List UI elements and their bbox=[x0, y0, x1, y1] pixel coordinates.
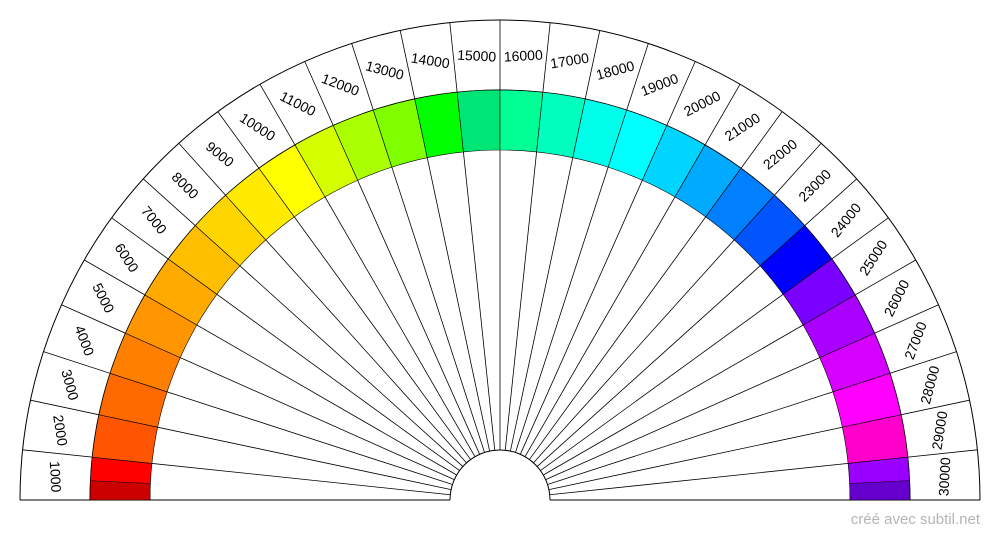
sector-divider bbox=[549, 449, 978, 496]
color-band-16000 bbox=[499, 89, 544, 153]
inner-strip-right bbox=[849, 480, 911, 501]
sector-label: 14000 bbox=[410, 50, 451, 72]
sector-label: 19000 bbox=[638, 70, 680, 99]
sector-label: 8000 bbox=[169, 169, 202, 202]
sector-label: 4000 bbox=[72, 323, 98, 358]
sector-label: 3000 bbox=[58, 368, 82, 402]
sector-label: 13000 bbox=[364, 57, 406, 83]
sector-label: 15000 bbox=[457, 47, 497, 65]
sector-divider bbox=[504, 22, 551, 451]
sector-label: 2000 bbox=[50, 414, 71, 447]
sector-label: 9000 bbox=[203, 138, 237, 170]
sector-label: 1000 bbox=[47, 461, 65, 493]
sector-label: 24000 bbox=[827, 200, 864, 240]
sector-label: 7000 bbox=[138, 203, 170, 237]
sector-label: 10000 bbox=[237, 109, 279, 144]
sector-label: 27000 bbox=[901, 319, 930, 361]
sector-label: 17000 bbox=[549, 49, 590, 71]
sector-label: 22000 bbox=[760, 136, 800, 173]
sector-label: 29000 bbox=[929, 410, 951, 451]
color-bands bbox=[89, 89, 911, 501]
hub-arc bbox=[449, 449, 551, 501]
inner-strip-left bbox=[89, 480, 151, 501]
sector-label: 11000 bbox=[277, 88, 318, 120]
sector-label: 30000 bbox=[935, 457, 953, 497]
sector-label: 5000 bbox=[89, 280, 117, 315]
sector-label: 21000 bbox=[722, 109, 764, 144]
sector-label: 18000 bbox=[594, 57, 636, 83]
sector-divider bbox=[22, 449, 451, 496]
sector-label: 28000 bbox=[917, 364, 943, 406]
sector-label: 20000 bbox=[681, 87, 723, 119]
footer-credit: créé avec subtil.net bbox=[850, 511, 980, 528]
sector-label: 16000 bbox=[503, 47, 543, 65]
sector-label: 26000 bbox=[881, 277, 913, 319]
sector-divider bbox=[449, 22, 496, 451]
sector-label: 23000 bbox=[795, 166, 834, 205]
sector-label: 6000 bbox=[112, 240, 142, 275]
color-band-15000 bbox=[456, 89, 501, 153]
sector-label: 12000 bbox=[319, 70, 361, 99]
sector-label: 25000 bbox=[856, 237, 891, 279]
